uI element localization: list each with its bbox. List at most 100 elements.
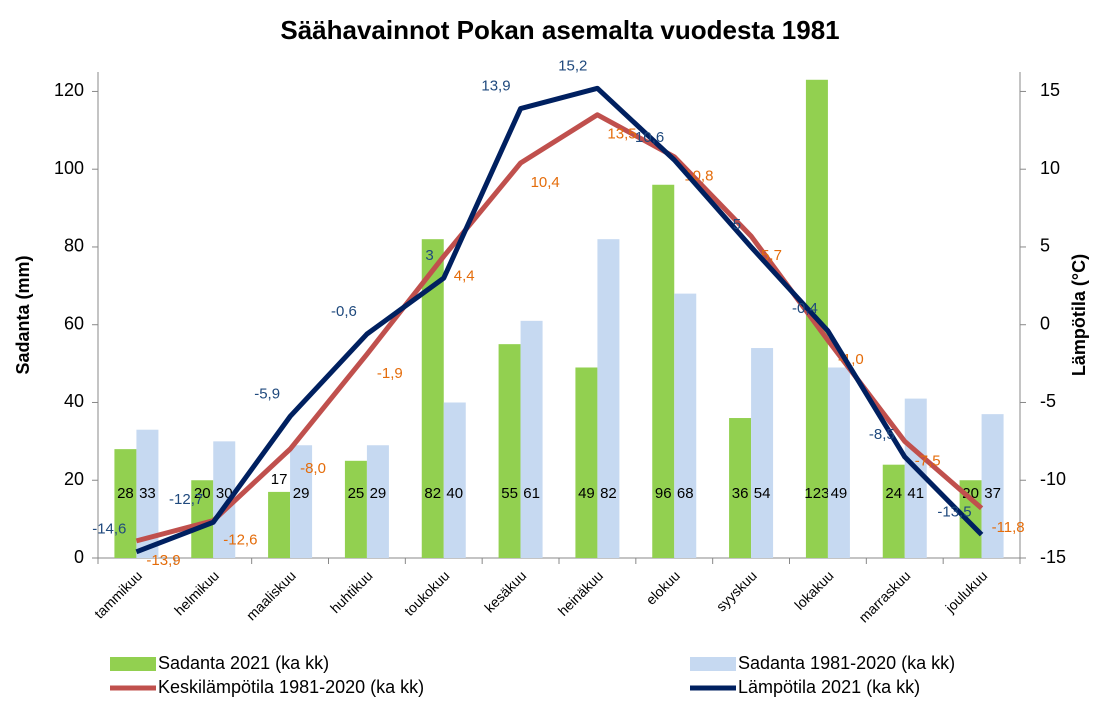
- line-value-label: -7,5: [915, 452, 941, 469]
- line-value-label: -11,8: [992, 519, 1025, 536]
- bar-value-label: 40: [446, 485, 463, 502]
- y-tick-label: 60: [64, 313, 84, 333]
- line-value-label: 10,4: [531, 174, 560, 191]
- bar-value-label: 29: [293, 485, 310, 502]
- legend-label: Sadanta 1981-2020 (ka kk): [738, 653, 955, 673]
- bar: [674, 293, 697, 558]
- line-value-label: -12,6: [223, 532, 257, 549]
- bar-value-label: 49: [831, 485, 848, 502]
- bar-value-label: 49: [578, 485, 595, 502]
- x-tick-label: huhtikuu: [327, 567, 376, 616]
- bar-value-label: 82: [600, 485, 617, 502]
- y-tick-label: 100: [54, 158, 84, 178]
- bar-value-label: 25: [348, 485, 365, 502]
- bar-value-label: 29: [370, 485, 387, 502]
- bar: [290, 445, 313, 558]
- legend-swatch: [690, 657, 736, 671]
- x-tick-label: lokakuu: [791, 567, 836, 612]
- line-value-label: 15,2: [558, 57, 587, 74]
- bar: [136, 429, 159, 558]
- y2-tick-label: 10: [1040, 158, 1060, 178]
- legend-label: Keskilämpötila 1981-2020 (ka kk): [158, 677, 424, 697]
- x-tick-label: marraskuu: [855, 567, 913, 625]
- x-tick-label: helmikuu: [171, 567, 222, 618]
- legend-swatch: [110, 657, 156, 671]
- line-value-label: 4,4: [454, 267, 475, 284]
- line: [135, 85, 984, 555]
- bar: [421, 239, 444, 558]
- bar: [981, 414, 1004, 558]
- bar: [213, 441, 236, 558]
- y-tick-label: 0: [74, 547, 84, 567]
- y2-axis-title: Lämpötila (°C): [1069, 254, 1089, 376]
- bar-value-label: 82: [424, 485, 441, 502]
- bar: [652, 184, 675, 558]
- y-axis-title: Sadanta (mm): [13, 255, 33, 374]
- line-value-label: -5,9: [254, 385, 280, 402]
- x-tick-label: kesäkuu: [481, 567, 529, 615]
- x-tick-label: joulukuu: [941, 567, 990, 616]
- bar: [114, 449, 137, 558]
- bar-value-label: 61: [523, 485, 540, 502]
- bar-value-label: 33: [139, 485, 156, 502]
- bar-value-label: 24: [885, 485, 902, 502]
- bar: [751, 348, 774, 558]
- bar: [344, 460, 367, 558]
- bar-value-label: 68: [677, 485, 694, 502]
- bar-value-label: 55: [501, 485, 518, 502]
- chart-title: Säähavainnot Pokan asemalta vuodesta 198…: [280, 15, 839, 45]
- bar-value-label: 28: [117, 485, 134, 502]
- line-value-label: -0,4: [792, 300, 818, 317]
- y-tick-label: 40: [64, 391, 84, 411]
- line-value-label: 13,5: [607, 126, 636, 143]
- bar: [904, 398, 927, 558]
- y2-tick-label: 0: [1040, 313, 1050, 333]
- bar: [882, 464, 905, 558]
- bar: [498, 344, 521, 558]
- bar: [520, 320, 543, 558]
- x-tick-label: tammikuu: [91, 567, 145, 621]
- line-value-label: -1,9: [377, 365, 403, 382]
- bar-value-label: 20: [194, 485, 211, 502]
- bar: [191, 480, 214, 558]
- bar-value-label: 54: [754, 485, 771, 502]
- y-tick-label: 120: [54, 80, 84, 100]
- bar-value-label: 41: [907, 485, 924, 502]
- legend-label: Lämpötila 2021 (ka kk): [738, 677, 920, 697]
- bar-value-label: 37: [984, 485, 1001, 502]
- line-value-label: -8,0: [300, 460, 326, 477]
- line-value-label: -12,7: [169, 491, 203, 508]
- line-value-label: 13,9: [481, 78, 510, 95]
- y-tick-label: 80: [64, 236, 84, 256]
- x-tick-label: syyskuu: [713, 567, 760, 614]
- line-value-label: -8,5: [869, 426, 895, 443]
- bar: [827, 367, 850, 558]
- x-tick-label: elokuu: [642, 567, 682, 607]
- bar-value-label: 96: [655, 485, 672, 502]
- legend-label: Sadanta 2021 (ka kk): [158, 653, 329, 673]
- line-value-label: -13,9: [146, 552, 180, 569]
- line-value-label: 5: [733, 216, 741, 233]
- line-value-label: 5,7: [761, 247, 782, 264]
- bar-value-label: 17: [271, 471, 288, 488]
- bar: [729, 418, 752, 558]
- y2-tick-label: -5: [1040, 391, 1056, 411]
- bar: [443, 402, 466, 558]
- x-tick-label: maaliskuu: [243, 567, 299, 623]
- bar: [268, 491, 291, 558]
- y-tick-label: 20: [64, 469, 84, 489]
- bar-value-label: 36: [732, 485, 749, 502]
- bar: [575, 367, 598, 558]
- y2-tick-label: 5: [1040, 236, 1050, 256]
- bar: [597, 239, 620, 558]
- line-value-label: 10,6: [635, 129, 664, 146]
- line-value-label: -0,6: [331, 303, 357, 320]
- line-value-label: -13,5: [937, 504, 971, 521]
- line-value-label: -14,6: [92, 521, 126, 538]
- bar: [366, 445, 389, 558]
- y2-tick-label: -10: [1040, 469, 1066, 489]
- y2-tick-label: -15: [1040, 547, 1066, 567]
- bar-value-label: 123: [804, 485, 829, 502]
- y2-tick-label: 15: [1040, 80, 1060, 100]
